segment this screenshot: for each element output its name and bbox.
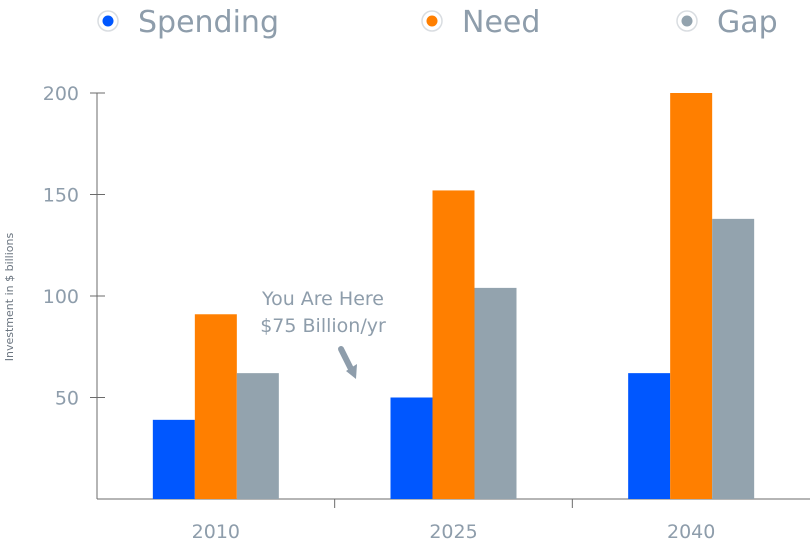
- x-tick-label: 2025: [429, 521, 477, 543]
- legend-label: Need: [462, 5, 540, 40]
- bar-need-2010: [194, 314, 237, 499]
- legend-label: Spending: [138, 5, 279, 40]
- legend-item-need: Need: [421, 5, 540, 40]
- legend-marker-dot: [426, 15, 438, 27]
- bar-gap-2010: [236, 373, 279, 499]
- y-tick-label: 200: [43, 83, 79, 105]
- bar-spending-2040: [628, 373, 671, 499]
- y-axis-label: Investment in $ billions: [3, 233, 16, 362]
- y-tick-label: 100: [43, 286, 79, 308]
- legend: Spending Need Gap: [97, 5, 778, 40]
- bar-spending-2025: [390, 397, 433, 499]
- legend-marker-dot: [102, 15, 114, 27]
- x-tick-label: 2010: [192, 521, 240, 543]
- arrow-down-icon: [338, 346, 357, 379]
- legend-marker-dot: [681, 15, 693, 27]
- y-tick-label: 150: [43, 185, 79, 207]
- bars: [152, 93, 755, 500]
- legend-item-spending: Spending: [97, 5, 279, 40]
- bar-gap-2025: [474, 287, 517, 499]
- bar-need-2025: [432, 190, 475, 499]
- annotation-line-1: You Are Here: [261, 288, 384, 310]
- legend-item-gap: Gap: [676, 5, 778, 40]
- legend-label: Gap: [717, 5, 778, 40]
- bar-need-2040: [670, 93, 713, 499]
- y-tick-label: 50: [55, 388, 79, 410]
- annotation-line-2: $75 Billion/yr: [260, 315, 386, 337]
- annotation: You Are Here $75 Billion/yr: [260, 288, 386, 379]
- bar-spending-2010: [152, 419, 195, 499]
- x-tick-label: 2040: [667, 521, 715, 543]
- bar-gap-2040: [712, 218, 755, 500]
